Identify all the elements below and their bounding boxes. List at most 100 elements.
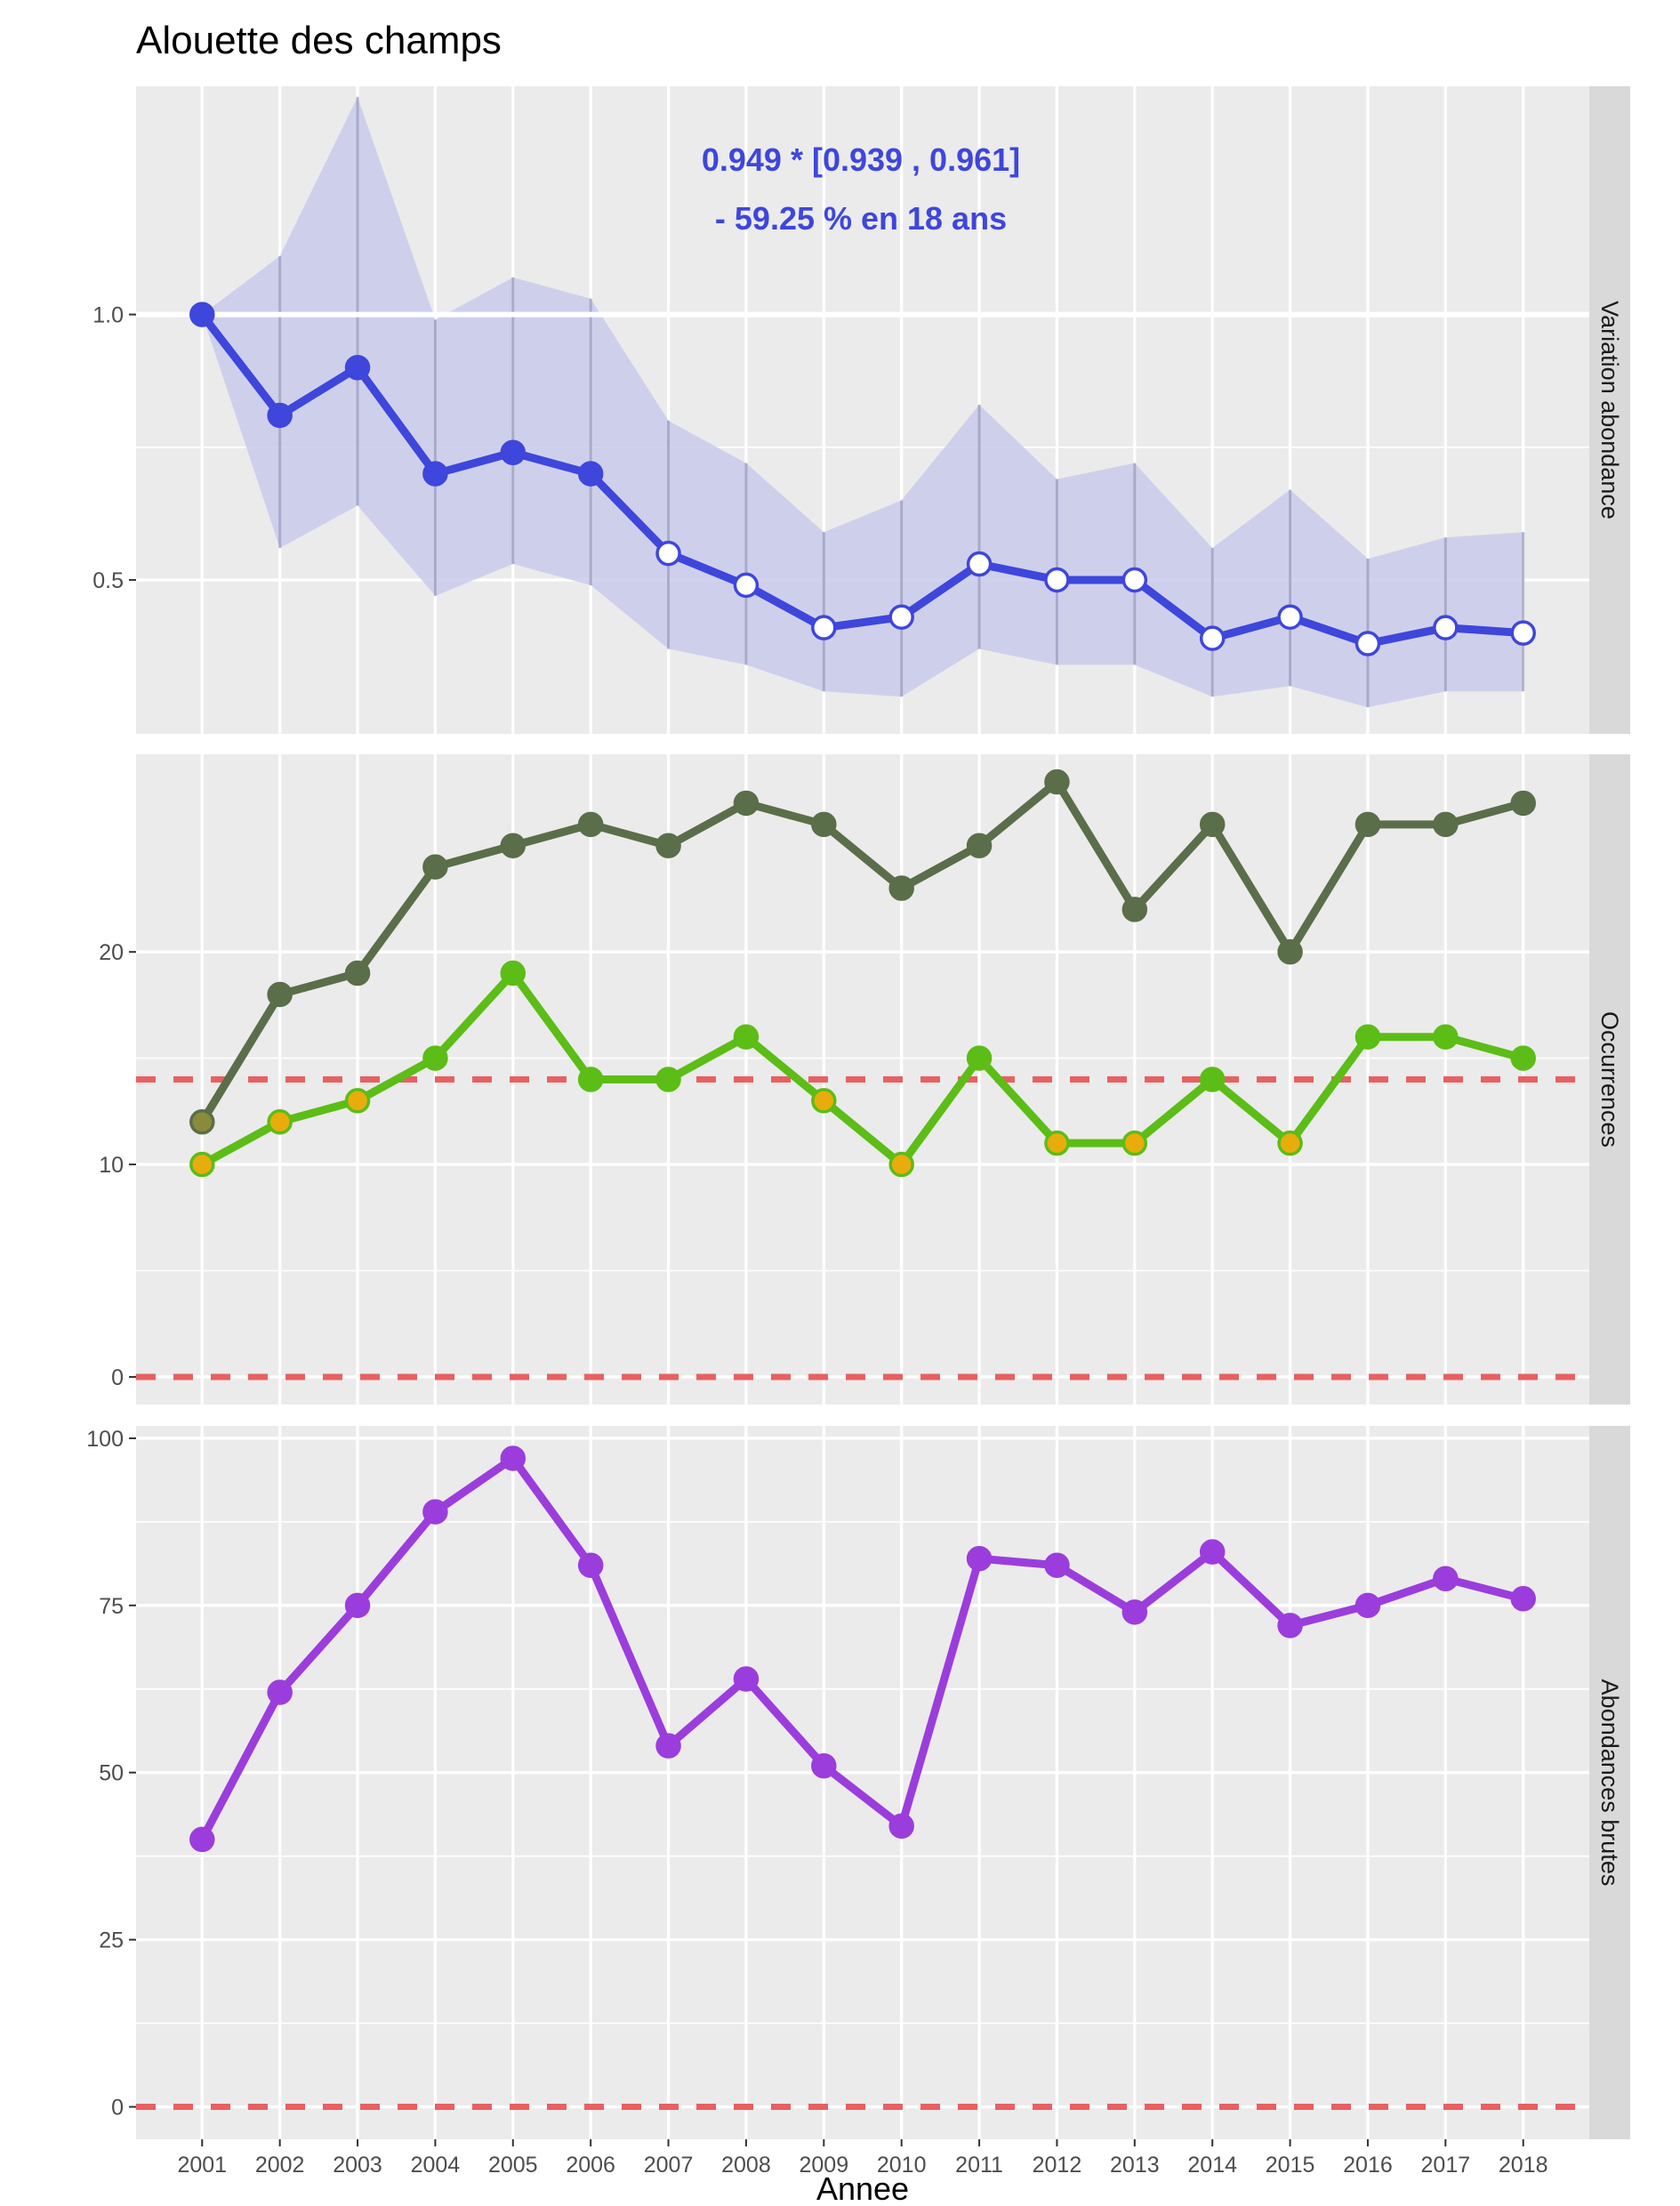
data-point xyxy=(1199,625,1226,651)
data-point xyxy=(966,551,993,577)
data-point xyxy=(811,1088,837,1114)
data-point xyxy=(1199,1067,1226,1092)
data-point xyxy=(1044,1552,1070,1578)
x-tick-label: 2014 xyxy=(1187,2153,1237,2178)
x-axis-title: Annee xyxy=(816,2170,909,2206)
panel-3: 0 25 50 75 100 Abondances brutes xyxy=(86,1426,1630,2139)
data-point xyxy=(1433,811,1459,838)
data-point xyxy=(577,1552,604,1578)
data-point xyxy=(1044,769,1070,795)
y-tick-label: 1.0 xyxy=(92,303,124,328)
data-point xyxy=(1121,1130,1148,1156)
x-tick-label: 2010 xyxy=(877,2153,927,2178)
x-tick-label: 2013 xyxy=(1110,2153,1160,2178)
data-point xyxy=(1354,631,1381,656)
facet-strip xyxy=(1589,754,1630,1405)
facet-strip-label: Abondances brutes xyxy=(1596,1679,1623,1887)
data-point xyxy=(1277,604,1303,630)
x-tick-label: 2004 xyxy=(411,2153,461,2178)
data-point xyxy=(655,540,681,567)
data-point xyxy=(966,1545,993,1572)
data-point xyxy=(1277,1130,1303,1156)
confidence-ribbon xyxy=(202,96,1523,708)
data-point xyxy=(1044,1130,1070,1156)
data-point xyxy=(577,811,604,838)
data-point xyxy=(422,461,448,487)
facet-strip xyxy=(1589,86,1630,734)
data-point xyxy=(1510,790,1536,817)
data-point xyxy=(888,1151,914,1178)
data-point xyxy=(966,1045,993,1071)
y-tick-label: 0 xyxy=(111,1365,124,1390)
panel-2: 0 10 20 Occurrences xyxy=(99,754,1630,1405)
data-point xyxy=(344,1088,371,1114)
series-line-2 xyxy=(197,969,1528,1169)
data-point xyxy=(811,811,837,838)
y-tick-label: 20 xyxy=(99,940,124,965)
annotation-line-2: - 59.25 % en 18 ans xyxy=(715,200,1007,237)
data-point xyxy=(267,1109,293,1135)
data-point xyxy=(1433,1566,1459,1591)
data-point xyxy=(422,854,448,880)
panel-1: 0.949 * [0.939 , 0.961] - 59.25 % en 18 a… xyxy=(92,86,1630,734)
y-tick-label: 0 xyxy=(111,2096,124,2121)
data-point xyxy=(1277,1613,1303,1638)
x-tick-label: 2015 xyxy=(1266,2153,1315,2178)
facet-strip-label: Variation abondance xyxy=(1596,301,1623,519)
x-tick-label: 2006 xyxy=(566,2153,615,2178)
x-tick-label: 2009 xyxy=(799,2153,848,2178)
facet-strip-label: Occurrences xyxy=(1596,1011,1623,1147)
y-tick-label: 100 xyxy=(86,1427,124,1452)
data-point xyxy=(422,1499,448,1525)
data-point xyxy=(1044,567,1070,593)
x-tick-label: 2005 xyxy=(488,2153,538,2178)
series-line-1 xyxy=(197,777,1528,1126)
chart-title: Alouette des champs xyxy=(136,19,502,62)
annotation-line-1: 0.949 * [0.939 , 0.961] xyxy=(702,141,1020,178)
data-point xyxy=(500,1445,527,1471)
x-tick-label: 2007 xyxy=(644,2153,694,2178)
x-tick-label: 2011 xyxy=(955,2153,1003,2178)
x-tick-label: 2018 xyxy=(1499,2153,1548,2178)
data-point xyxy=(655,1067,681,1092)
data-point xyxy=(500,960,527,986)
series-line-1 xyxy=(197,1453,1528,1844)
data-point xyxy=(189,302,215,327)
data-point xyxy=(577,461,604,487)
data-point xyxy=(655,833,681,858)
data-point xyxy=(189,1826,215,1853)
x-tick-label: 2003 xyxy=(333,2153,382,2178)
y-tick-label: 50 xyxy=(99,1761,124,1786)
data-point xyxy=(500,439,527,465)
data-point xyxy=(422,1045,448,1071)
x-tick-label: 2017 xyxy=(1421,2153,1471,2178)
data-point xyxy=(655,1733,681,1759)
data-point xyxy=(1121,567,1148,593)
data-point xyxy=(1510,1586,1536,1612)
x-tick-label: 2001 xyxy=(177,2153,227,2178)
data-point xyxy=(733,572,760,599)
data-point xyxy=(344,355,371,381)
data-point xyxy=(733,1666,760,1692)
data-point xyxy=(267,1679,293,1705)
data-point xyxy=(1121,897,1148,922)
x-tick-label: 2016 xyxy=(1343,2153,1393,2178)
data-point xyxy=(344,960,371,986)
y-tick-label: 75 xyxy=(99,1594,124,1619)
data-point xyxy=(1354,1024,1381,1050)
data-point xyxy=(1510,620,1536,646)
facet-strip xyxy=(1589,1426,1630,2139)
y-tick-label: 10 xyxy=(99,1153,124,1178)
data-point xyxy=(1354,1592,1381,1619)
x-tick-label: 2012 xyxy=(1033,2153,1082,2178)
panel-background xyxy=(136,1426,1589,2139)
data-point xyxy=(344,1592,371,1619)
data-point xyxy=(733,1024,760,1050)
data-point xyxy=(267,402,293,429)
data-point xyxy=(888,1813,914,1840)
data-point xyxy=(733,790,760,817)
data-point xyxy=(500,833,527,858)
chart-panels: 0.949 * [0.939 , 0.961] - 59.25 % en 18 a… xyxy=(86,86,1630,2178)
y-tick-label: 25 xyxy=(99,1928,124,1953)
